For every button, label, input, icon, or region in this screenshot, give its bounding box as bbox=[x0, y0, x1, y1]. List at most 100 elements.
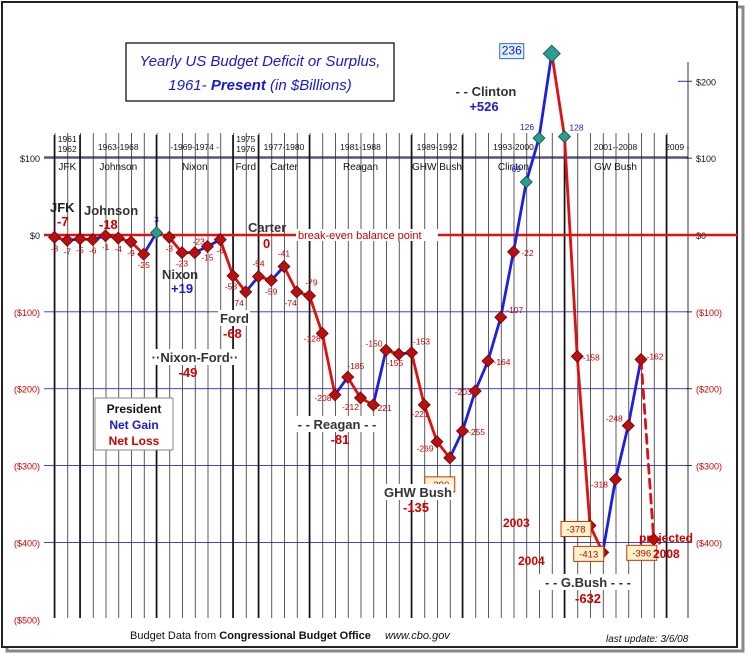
administration-president: GHW Bush bbox=[412, 162, 462, 173]
g-bush-name-text: G.Bush bbox=[561, 575, 607, 590]
data-label-2002: -158 bbox=[583, 352, 600, 362]
ford-name: Ford bbox=[220, 311, 249, 326]
jfk-name: JFK bbox=[50, 200, 75, 215]
marker-1995 bbox=[481, 354, 495, 368]
data-label-1988: -155 bbox=[386, 358, 403, 368]
clinton-name: - - Clinton bbox=[456, 84, 517, 99]
ghw-bush-value: -135 bbox=[403, 500, 429, 515]
series-segment-1996-1997 bbox=[499, 250, 515, 319]
data-label-1968: -25 bbox=[138, 260, 151, 270]
series-segment-1997-1998 bbox=[512, 180, 528, 254]
carter-value: 0 bbox=[263, 236, 270, 251]
data-label-1966: -4 bbox=[114, 244, 122, 254]
ford-label-bg bbox=[218, 310, 250, 326]
chart-title-line1: Yearly US Budget Deficit or Surplus, bbox=[140, 53, 381, 70]
series-segment-2000-2001 bbox=[550, 52, 566, 139]
data-label-1989: -153 bbox=[413, 337, 430, 347]
data-label-2001: 128 bbox=[569, 123, 583, 133]
marker-1974 bbox=[213, 233, 227, 247]
marker-1992 bbox=[443, 451, 457, 465]
marker-1961 bbox=[47, 230, 62, 244]
reagan-name-text: Reagan bbox=[314, 417, 361, 432]
data-label-1976: -74 bbox=[232, 298, 245, 308]
legend-title: President bbox=[107, 402, 162, 416]
legend-box bbox=[94, 397, 174, 451]
administration-president: Clinton bbox=[498, 162, 529, 173]
data-label-1964: -6 bbox=[89, 246, 97, 256]
jfk-value: -7 bbox=[57, 214, 69, 229]
y-tick-label-left: ($100) bbox=[14, 308, 40, 318]
marker-1979 bbox=[277, 260, 291, 274]
marker-1962 bbox=[60, 233, 74, 247]
y-tick-label-left: ($300) bbox=[14, 462, 40, 472]
data-label-box-2003 bbox=[560, 520, 592, 537]
data-label-1974: -6 bbox=[216, 246, 224, 256]
administration-president: GW Bush bbox=[594, 162, 637, 173]
y-tick-label-left: $0 bbox=[30, 231, 40, 241]
marker-1991 bbox=[430, 435, 444, 449]
y-tick-label-left: ($200) bbox=[14, 385, 40, 395]
administration-president: JFK bbox=[58, 162, 76, 173]
data-label-1973: -15 bbox=[201, 253, 214, 263]
marker-1978 bbox=[264, 273, 278, 287]
ghw-bush-name: GHW Bush bbox=[384, 485, 452, 500]
nixonford-label-bg bbox=[152, 349, 238, 365]
data-label-1981: -79 bbox=[305, 278, 318, 288]
administration-president: Ford bbox=[235, 162, 256, 173]
administration-years: 1963-1968 bbox=[98, 142, 139, 152]
footer-source-prefix: Budget Data from bbox=[130, 630, 219, 642]
data-label-1993: -255 bbox=[468, 427, 485, 437]
data-label-box-2000 bbox=[499, 43, 525, 60]
data-label-1991: -269 bbox=[416, 444, 433, 454]
data-label-1995: -164 bbox=[493, 357, 510, 367]
marker-1975 bbox=[226, 269, 240, 283]
data-label-1994: -203 bbox=[455, 387, 472, 397]
clinton-label-bg bbox=[444, 84, 528, 114]
data-label-1983: -208 bbox=[314, 393, 331, 403]
data-label-1986: -221 bbox=[375, 403, 392, 413]
series-segment-1994-1995 bbox=[473, 359, 490, 393]
y-tick-label-left: ($500) bbox=[14, 615, 40, 625]
series-segment-2007-2008 bbox=[639, 358, 656, 541]
footer-source-name: Congressional Budget Office bbox=[219, 630, 371, 642]
marker-1990 bbox=[417, 398, 431, 412]
legend-gain: Net Gain bbox=[109, 418, 158, 432]
year-2004-label: 2004 bbox=[518, 554, 545, 568]
footer-source: Budget Data from Congressional Budget Of… bbox=[130, 630, 371, 642]
administration-president: Reagan bbox=[343, 162, 378, 173]
data-label-1996: -107 bbox=[506, 305, 523, 315]
y-tick-label-right: $200 bbox=[696, 77, 716, 87]
data-label-1978: -59 bbox=[265, 286, 278, 296]
data-label-1970: -3 bbox=[165, 243, 173, 253]
marker-1983 bbox=[328, 388, 342, 402]
data-label-box-2004 bbox=[573, 545, 605, 562]
series-segment-1992-1993 bbox=[448, 429, 464, 460]
nixon-ford-value: -49 bbox=[179, 365, 198, 380]
data-label-2008: -396 bbox=[632, 548, 651, 559]
marker-1976 bbox=[239, 285, 253, 299]
year-2003-label: 2003 bbox=[503, 516, 530, 530]
data-label-1998: 69 bbox=[512, 164, 522, 174]
nixon-ford-name-text: Nixon-Ford bbox=[160, 350, 229, 365]
administration-president: Johnson bbox=[99, 162, 137, 173]
nixon-name: Nixon bbox=[162, 267, 198, 282]
g-bush-name: - - G.Bush - - - bbox=[545, 575, 631, 590]
marker-1968 bbox=[137, 247, 151, 261]
data-label-1997: -22 bbox=[521, 248, 534, 258]
administration-years: 1975 bbox=[236, 134, 255, 144]
y-tick-label-right: ($200) bbox=[696, 385, 722, 395]
data-label-1965: -1 bbox=[102, 242, 110, 252]
johnson-value: -18 bbox=[99, 217, 118, 232]
title-present: Present bbox=[211, 77, 267, 94]
chart-title-line2: 1961- Present (in $Billions) bbox=[168, 77, 351, 94]
marker-1981 bbox=[302, 289, 317, 303]
series-segment-1998-1999 bbox=[524, 136, 541, 184]
marker-2005 bbox=[608, 472, 623, 486]
data-label-2006: -248 bbox=[606, 414, 623, 424]
administration-years: 1962 bbox=[58, 144, 77, 154]
series-segment-1993-1994 bbox=[461, 389, 477, 433]
data-label-2000: 236 bbox=[502, 44, 522, 58]
marker-1986 bbox=[366, 398, 380, 412]
